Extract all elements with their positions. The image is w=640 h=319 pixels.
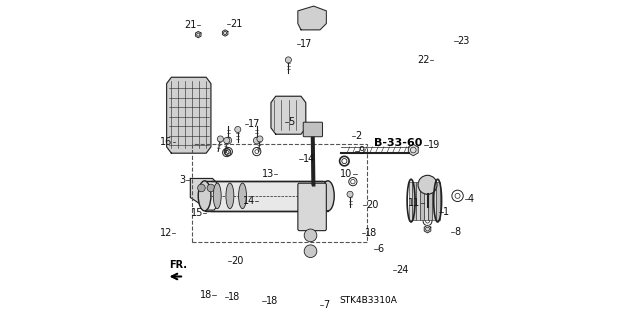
Polygon shape xyxy=(424,209,431,218)
FancyBboxPatch shape xyxy=(428,182,432,219)
Text: 23: 23 xyxy=(458,36,470,46)
FancyBboxPatch shape xyxy=(298,183,326,231)
Polygon shape xyxy=(271,96,306,134)
Polygon shape xyxy=(195,32,201,38)
FancyBboxPatch shape xyxy=(424,182,428,219)
Polygon shape xyxy=(222,30,228,36)
Polygon shape xyxy=(408,144,418,156)
Text: 8: 8 xyxy=(454,227,461,237)
Text: 18: 18 xyxy=(365,228,377,238)
Circle shape xyxy=(257,136,263,142)
Circle shape xyxy=(225,137,232,144)
FancyBboxPatch shape xyxy=(432,182,436,219)
Text: 7: 7 xyxy=(323,300,330,310)
Text: 19: 19 xyxy=(428,140,440,150)
FancyBboxPatch shape xyxy=(205,181,328,211)
Circle shape xyxy=(223,137,230,144)
Text: 10: 10 xyxy=(340,169,353,179)
Ellipse shape xyxy=(198,181,211,211)
Text: 3: 3 xyxy=(179,175,186,185)
Text: 20: 20 xyxy=(366,200,378,210)
Text: 21: 21 xyxy=(230,19,243,28)
FancyBboxPatch shape xyxy=(417,182,420,219)
Ellipse shape xyxy=(213,183,221,209)
Text: 22: 22 xyxy=(417,55,430,65)
FancyBboxPatch shape xyxy=(303,122,323,137)
FancyBboxPatch shape xyxy=(408,182,413,219)
Text: 1: 1 xyxy=(444,207,449,217)
Text: 14: 14 xyxy=(303,154,315,164)
Polygon shape xyxy=(424,225,431,233)
Circle shape xyxy=(347,191,353,197)
Text: 9: 9 xyxy=(358,146,365,156)
Ellipse shape xyxy=(239,183,246,209)
Ellipse shape xyxy=(226,183,234,209)
Text: 17: 17 xyxy=(300,39,313,49)
Ellipse shape xyxy=(304,245,317,257)
Text: 13: 13 xyxy=(262,169,274,179)
Text: 14: 14 xyxy=(243,196,255,206)
FancyBboxPatch shape xyxy=(436,182,440,219)
Circle shape xyxy=(418,175,437,194)
Polygon shape xyxy=(166,77,211,153)
Text: 16: 16 xyxy=(161,137,173,147)
Text: 18: 18 xyxy=(266,296,278,306)
Text: 11: 11 xyxy=(408,198,420,208)
Circle shape xyxy=(235,126,241,132)
Circle shape xyxy=(253,137,260,144)
FancyBboxPatch shape xyxy=(413,182,417,219)
Text: 6: 6 xyxy=(378,244,383,254)
Circle shape xyxy=(198,184,205,192)
Ellipse shape xyxy=(304,229,317,242)
Text: 5: 5 xyxy=(288,116,294,127)
Text: 20: 20 xyxy=(232,256,244,266)
Text: B-33-60: B-33-60 xyxy=(374,138,423,148)
Text: 12: 12 xyxy=(159,228,172,238)
Circle shape xyxy=(285,57,291,63)
Text: 15: 15 xyxy=(191,208,203,218)
Text: 4: 4 xyxy=(468,194,474,204)
Polygon shape xyxy=(190,178,219,210)
Text: 18: 18 xyxy=(200,291,212,300)
Text: 2: 2 xyxy=(355,131,362,141)
Text: 17: 17 xyxy=(248,119,260,129)
Ellipse shape xyxy=(321,181,334,211)
Text: 21: 21 xyxy=(184,20,196,30)
Circle shape xyxy=(218,136,223,142)
Circle shape xyxy=(207,184,214,192)
Polygon shape xyxy=(298,6,326,30)
Text: STK4B3310A: STK4B3310A xyxy=(339,296,397,305)
Text: FR.: FR. xyxy=(169,260,187,270)
FancyBboxPatch shape xyxy=(420,182,424,219)
Text: 18: 18 xyxy=(228,292,241,302)
Text: 24: 24 xyxy=(396,265,408,275)
